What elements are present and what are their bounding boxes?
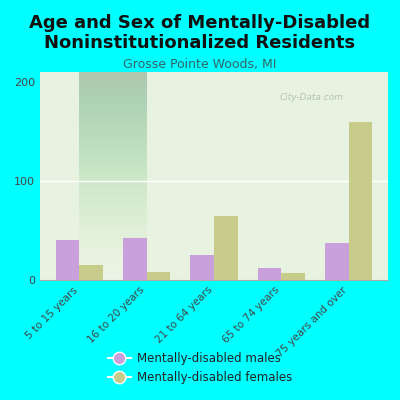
Bar: [325, 243, 349, 280]
Bar: [258, 268, 281, 280]
Bar: [56, 240, 79, 280]
Bar: [349, 122, 372, 280]
Bar: [79, 265, 103, 280]
Text: Grosse Pointe Woods, MI: Grosse Pointe Woods, MI: [123, 58, 277, 71]
Text: Age and Sex of Mentally-Disabled: Age and Sex of Mentally-Disabled: [30, 14, 370, 32]
Legend: Mentally-disabled males, Mentally-disabled females: Mentally-disabled males, Mentally-disabl…: [102, 346, 298, 390]
Bar: [190, 255, 214, 280]
Bar: [281, 273, 305, 280]
Bar: [123, 238, 147, 280]
Text: Noninstitutionalized Residents: Noninstitutionalized Residents: [44, 34, 356, 52]
Bar: [147, 272, 170, 280]
Text: City-Data.com: City-Data.com: [280, 93, 344, 102]
Bar: [214, 216, 238, 280]
